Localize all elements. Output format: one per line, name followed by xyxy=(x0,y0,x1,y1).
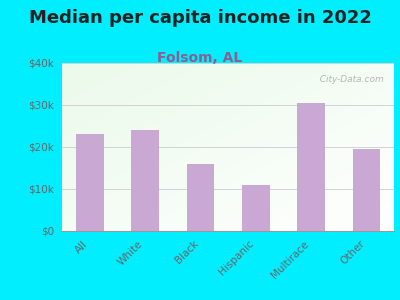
Bar xyxy=(297,103,325,231)
Bar xyxy=(76,134,104,231)
Bar xyxy=(242,185,270,231)
Bar xyxy=(352,149,380,231)
Text: Folsom, AL: Folsom, AL xyxy=(157,51,243,65)
Text: City-Data.com: City-Data.com xyxy=(314,75,384,84)
Bar xyxy=(186,164,214,231)
Bar xyxy=(131,130,159,231)
Text: Median per capita income in 2022: Median per capita income in 2022 xyxy=(28,9,372,27)
